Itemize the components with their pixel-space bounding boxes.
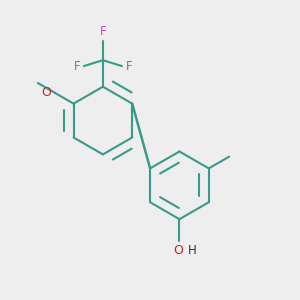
- Text: F: F: [126, 60, 132, 73]
- Text: H: H: [188, 244, 197, 256]
- Text: O: O: [41, 86, 51, 99]
- Text: O: O: [173, 244, 183, 256]
- Text: F: F: [74, 60, 80, 73]
- Text: F: F: [100, 25, 106, 38]
